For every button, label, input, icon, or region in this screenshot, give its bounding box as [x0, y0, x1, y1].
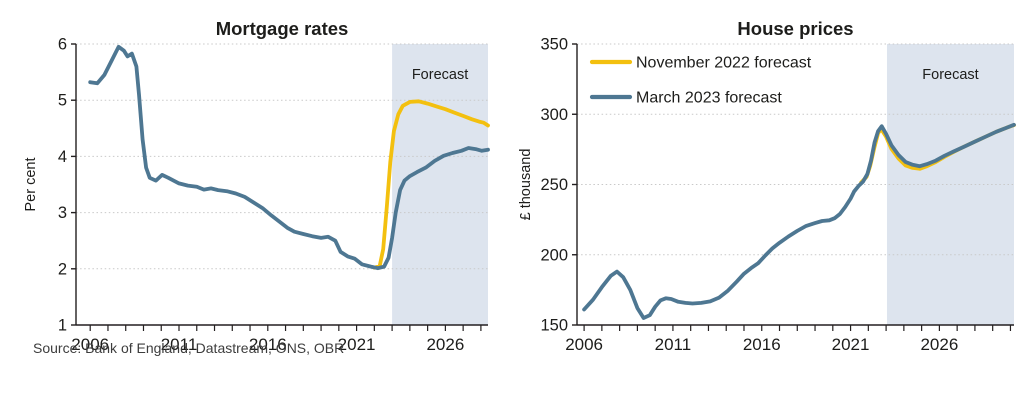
y-tick-label: 4 [58, 148, 67, 166]
line-november-2022-forecast [372, 99, 490, 270]
mortgage-rates-figure: Forecast 1 2 3 4 5 6 2006 2011 2016 2021 2026 Mortga… [0, 0, 505, 370]
x-tick-label: 2011 [161, 335, 198, 354]
y-tick-label: 3 [58, 204, 67, 222]
forecast-label: Forecast [412, 67, 468, 83]
legend-label: November 2022 forecast [636, 55, 812, 72]
series-group [582, 122, 1016, 320]
x-tick-label: 2006 [71, 335, 109, 354]
line-march-2023-forecast [582, 122, 1016, 320]
y-tick-label: 250 [540, 176, 568, 194]
x-tick-label: 2021 [338, 335, 376, 354]
y-tick-label: 5 [58, 92, 67, 110]
house-prices-chart: Forecast 150 200 250 300 350 2006 2011 2016 2021 2… [518, 18, 1016, 354]
x-tick-label: 2016 [249, 335, 287, 354]
x-tick-label: 2011 [655, 335, 692, 354]
x-tick-label: 2006 [565, 335, 603, 354]
house-prices-figure: Forecast 150 200 250 300 350 2006 2011 2016 2021 2… [505, 0, 1024, 370]
y-axis-label: £ thousand [518, 149, 534, 221]
x-tick-label: 2016 [743, 335, 781, 354]
line-march-2023-forecast [88, 44, 490, 271]
mortgage-rates-chart: Forecast 1 2 3 4 5 6 2006 2011 2016 2021 2026 Mortga… [23, 18, 490, 354]
y-tick-label: 6 [58, 36, 67, 54]
x-tick-label: 2021 [832, 335, 870, 354]
y-tick-label: 350 [540, 36, 568, 54]
series-group [88, 44, 490, 271]
x-tick-label: 2026 [920, 335, 958, 354]
forecast-band [392, 44, 488, 325]
y-axis-label: Per cent [23, 158, 39, 212]
y-tick-label: 200 [540, 246, 568, 264]
y-tick-label: 300 [540, 106, 568, 124]
source-note: Source: Bank of England, Datastream, ONS… [33, 340, 345, 356]
y-tick-label: 2 [58, 260, 67, 278]
y-tick-label: 1 [58, 317, 67, 335]
y-tick-label: 150 [540, 317, 568, 335]
x-tick-label: 2026 [426, 335, 464, 354]
chart-title: House prices [737, 18, 853, 39]
legend-label: March 2023 forecast [636, 90, 782, 107]
forecast-label: Forecast [922, 67, 978, 83]
chart-title: Mortgage rates [216, 18, 349, 39]
